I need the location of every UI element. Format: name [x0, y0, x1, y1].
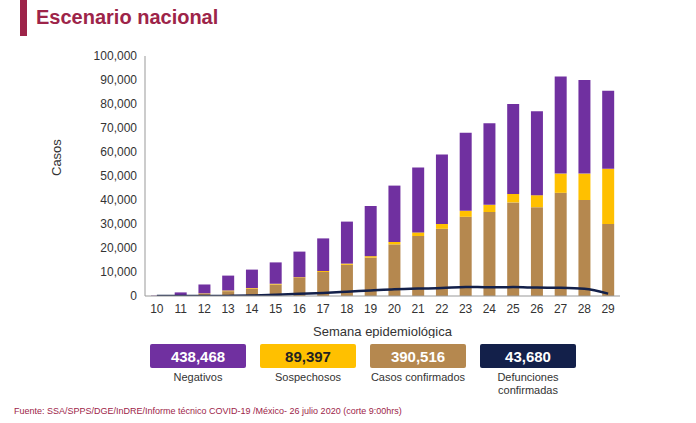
svg-text:23: 23: [459, 302, 473, 316]
svg-text:13: 13: [221, 302, 235, 316]
svg-text:60,000: 60,000: [100, 145, 137, 159]
html-text:Escenario nacional: Escenario nacional: [36, 6, 219, 28]
html-text:Casos confirmados: Casos confirmados: [370, 371, 466, 383]
svg-text:16: 16: [293, 302, 307, 316]
svg-text:10,000: 10,000: [100, 265, 137, 279]
svg-text:Semana epidemiológica: Semana epidemiológica: [313, 324, 453, 338]
html-text:Sospechosos: Sospechosos: [275, 371, 341, 383]
svg-text:11: 11: [174, 302, 187, 316]
svg-text:25: 25: [506, 302, 520, 316]
svg-text:29: 29: [601, 302, 615, 316]
svg-text:70,000: 70,000: [100, 121, 137, 135]
html-text:390,516: 390,516: [390, 347, 446, 365]
svg-text:50,000: 50,000: [100, 169, 137, 183]
svg-text:Casos: Casos: [50, 139, 64, 176]
svg-text:20,000: 20,000: [100, 241, 137, 255]
svg-text:28: 28: [578, 302, 592, 316]
svg-text:30,000: 30,000: [100, 217, 137, 231]
svg-text:80,000: 80,000: [100, 97, 137, 111]
svg-text:14: 14: [245, 302, 259, 316]
svg-text:18: 18: [340, 302, 354, 316]
svg-text:17: 17: [316, 302, 330, 316]
svg-text:19: 19: [364, 302, 378, 316]
html-text:43,680: 43,680: [505, 347, 551, 365]
svg-text:26: 26: [530, 302, 544, 316]
html-text:Fuente: SSA/SPPS/DGE/InDRE/Inf: Fuente: SSA/SPPS/DGE/InDRE/Informe técni…: [14, 406, 402, 416]
html-text:89,397: 89,397: [285, 347, 331, 365]
svg-text:24: 24: [483, 302, 497, 316]
html-text:438,468: 438,468: [170, 347, 226, 365]
svg-text:12: 12: [198, 302, 212, 316]
svg-text:27: 27: [554, 302, 568, 316]
html-text:Defunciones confirmadas: Defunciones confirmadas: [497, 371, 559, 396]
svg-text:20: 20: [388, 302, 402, 316]
svg-text:21: 21: [411, 302, 425, 316]
html-text:Negativos: Negativos: [173, 371, 223, 383]
svg-text:90,000: 90,000: [100, 73, 137, 87]
svg-text:100,000: 100,000: [94, 49, 138, 63]
svg-text:22: 22: [435, 302, 449, 316]
svg-text:0: 0: [130, 289, 137, 303]
svg-text:15: 15: [269, 302, 283, 316]
svg-text:40,000: 40,000: [100, 193, 137, 207]
svg-text:10: 10: [150, 302, 164, 316]
